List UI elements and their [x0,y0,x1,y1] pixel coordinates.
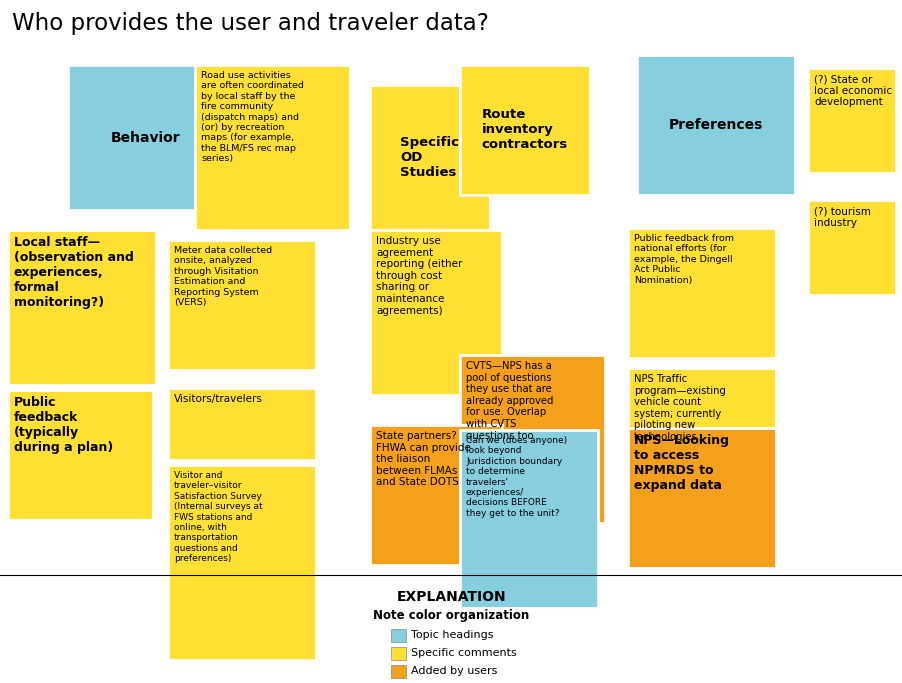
Bar [391,629,406,642]
Bar [370,85,490,230]
Text: Route
inventory
contractors: Route inventory contractors [482,109,567,152]
Text: Added by users: Added by users [411,666,497,676]
Text: (?) tourism
industry: (?) tourism industry [813,206,870,227]
Bar [8,230,156,385]
Text: Can we (does anyone)
look beyond
Jurisdiction boundary
to determine
travelers'
e: Can we (does anyone) look beyond Jurisdi… [465,436,566,518]
Bar [391,665,406,678]
Text: Note color organization: Note color organization [373,609,529,622]
Bar [370,230,502,395]
Bar [807,200,895,295]
Text: NPS—Looking
to access
NPMRDS to
expand data: NPS—Looking to access NPMRDS to expand d… [633,434,729,492]
Text: Who provides the user and traveler data?: Who provides the user and traveler data? [12,12,488,35]
Text: Public
feedback
(typically
during a plan): Public feedback (typically during a plan… [14,396,113,454]
Bar [459,430,597,608]
Text: Visitor and
traveler–visitor
Satisfaction Survey
(Internal surveys at
FWS statio: Visitor and traveler–visitor Satisfactio… [174,471,262,563]
Text: Specific comments: Specific comments [411,648,517,658]
Text: Topic headings: Topic headings [411,630,493,640]
Bar [627,428,775,568]
Bar [68,65,223,210]
Text: Behavior: Behavior [111,130,180,145]
Bar [636,55,794,195]
Bar [168,465,316,660]
Text: Public feedback from
national efforts (for
example, the Dingell
Act Public
Nomin: Public feedback from national efforts (f… [633,234,733,285]
Text: State partners?
FHWA can provide
the liaison
between FLMAs
and State DOTS: State partners? FHWA can provide the lia… [375,431,470,488]
Bar [370,425,502,565]
Text: Preferences: Preferences [668,118,762,132]
Text: (?) State or
local economic
development: (?) State or local economic development [813,74,891,107]
Bar [168,240,316,370]
Bar [168,388,316,460]
Bar [807,68,895,173]
Text: Road use activities
are often coordinated
by local staff by the
fire community
(: Road use activities are often coordinate… [201,71,304,163]
Text: Visitors/travelers: Visitors/travelers [174,394,262,404]
Bar [627,368,775,516]
Bar [8,390,152,520]
Bar [459,355,604,523]
Text: Specific
OD
Studies: Specific OD Studies [400,136,459,179]
Text: Meter data collected
onsite, analyzed
through Visitation
Estimation and
Reportin: Meter data collected onsite, analyzed th… [174,246,272,307]
Bar [391,647,406,660]
Text: CVTS—NPS has a
pool of questions
they use that are
already approved
for use. Ove: CVTS—NPS has a pool of questions they us… [465,361,553,441]
Text: Industry use
agreement
reporting (either
through cost
sharing or
maintenance
agr: Industry use agreement reporting (either… [375,236,462,316]
Text: EXPLANATION: EXPLANATION [396,590,506,604]
Text: Local staff—
(observation and
experiences,
formal
monitoring?): Local staff— (observation and experience… [14,236,133,309]
Bar [195,65,350,230]
Bar [627,228,775,358]
Text: NPS Traffic
program—existing
vehicle count
system; currently
piloting new
techno: NPS Traffic program—existing vehicle cou… [633,374,725,442]
Bar [459,65,589,195]
